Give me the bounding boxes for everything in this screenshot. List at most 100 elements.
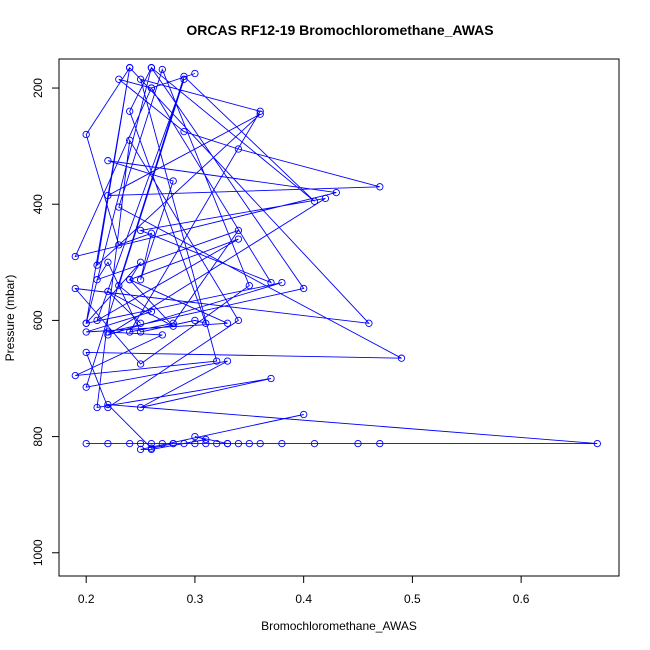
- data-point: [256, 107, 264, 115]
- x-axis: 0.2 0.3 0.4 0.5 0.6: [78, 576, 530, 606]
- data-point: [136, 445, 145, 454]
- x-tick-label: 0.2: [78, 592, 95, 606]
- data-point: [321, 194, 330, 203]
- data-point: [136, 226, 145, 235]
- data-point: [169, 177, 177, 185]
- y-tick-label: 400: [31, 194, 45, 214]
- data-point: [71, 371, 79, 380]
- data-point: [136, 360, 145, 368]
- data-point: [202, 439, 210, 448]
- data-point: [115, 75, 123, 83]
- data-point: [245, 439, 253, 448]
- data-point: [82, 319, 90, 327]
- data-point: [202, 435, 210, 444]
- data-point: [158, 65, 166, 74]
- data-point: [256, 110, 264, 118]
- data-point: [93, 403, 101, 412]
- data-point: [365, 319, 373, 327]
- data-point: [147, 64, 156, 72]
- data-point: [147, 229, 156, 237]
- data-point: [376, 439, 384, 448]
- data-point: [104, 328, 112, 336]
- data-point: [82, 439, 90, 448]
- data-point: [93, 276, 101, 284]
- data-point: [310, 439, 319, 448]
- data-point: [82, 348, 90, 357]
- data-point: [104, 400, 112, 409]
- data-point: [180, 127, 188, 136]
- data-point: [158, 331, 166, 339]
- data-point: [376, 183, 384, 191]
- data-point: [300, 284, 308, 293]
- data-point: [126, 136, 134, 144]
- data-point: [278, 439, 286, 448]
- data-point: [169, 439, 177, 448]
- data-point: [354, 439, 362, 448]
- data-point: [234, 316, 243, 325]
- data-point: [104, 191, 112, 200]
- series-line: [74, 66, 402, 409]
- data-point: [300, 410, 308, 419]
- data-point: [169, 319, 177, 327]
- data-point: [104, 439, 112, 448]
- data-point: [93, 261, 101, 269]
- data-point: [126, 64, 134, 72]
- data-point: [104, 287, 112, 296]
- x-tick-label: 0.6: [513, 592, 530, 606]
- data-point: [82, 130, 90, 139]
- data-point: [234, 226, 243, 235]
- y-axis: 200 400 600 800 1000: [31, 78, 59, 566]
- data-point: [191, 432, 199, 441]
- data-point: [115, 203, 123, 211]
- data-point: [104, 331, 112, 339]
- data-point: [278, 278, 286, 287]
- data-point: [332, 188, 340, 197]
- data-point: [202, 319, 210, 327]
- data-point: [234, 235, 243, 243]
- series-line: [86, 404, 598, 450]
- y-tick-label: 200: [31, 78, 45, 98]
- data-point: [147, 84, 156, 92]
- data-point: [126, 439, 134, 448]
- data-point: [136, 328, 145, 336]
- data-point: [593, 439, 601, 448]
- data-point: [234, 145, 243, 153]
- x-axis-label: Bromochloromethane_AWAS: [261, 619, 417, 633]
- plot-frame: [58, 58, 620, 577]
- data-point: [136, 319, 145, 327]
- data-point: [71, 252, 79, 261]
- data-point: [126, 107, 134, 115]
- data-point: [136, 276, 145, 284]
- data-point: [191, 439, 199, 448]
- data-point: [267, 278, 275, 287]
- data-point: [191, 69, 199, 78]
- data-point: [126, 276, 134, 284]
- data-layer: [71, 64, 601, 454]
- data-point: [136, 75, 145, 83]
- data-point: [147, 308, 156, 316]
- data-point: [213, 439, 221, 448]
- data-point: [310, 197, 319, 205]
- x-tick-label: 0.4: [295, 592, 312, 606]
- data-point: [158, 439, 166, 448]
- data-point: [180, 72, 188, 81]
- data-point: [115, 241, 123, 249]
- data-point: [169, 322, 177, 330]
- chart-title: ORCAS RF12-19 Bromochloromethane_AWAS: [186, 22, 493, 38]
- data-point: [267, 374, 275, 383]
- data-point: [147, 439, 156, 448]
- data-point: [397, 354, 406, 362]
- y-axis-label: Pressure (mbar): [3, 275, 17, 362]
- data-point: [245, 281, 253, 290]
- data-point: [147, 445, 156, 454]
- data-point: [126, 328, 134, 336]
- data-point: [223, 319, 232, 327]
- data-point: [136, 439, 145, 448]
- data-point: [93, 316, 101, 325]
- y-tick-label: 600: [31, 310, 45, 330]
- x-tick-label: 0.3: [187, 592, 204, 606]
- data-point: [191, 316, 199, 325]
- data-point: [234, 439, 243, 448]
- data-point: [82, 383, 90, 391]
